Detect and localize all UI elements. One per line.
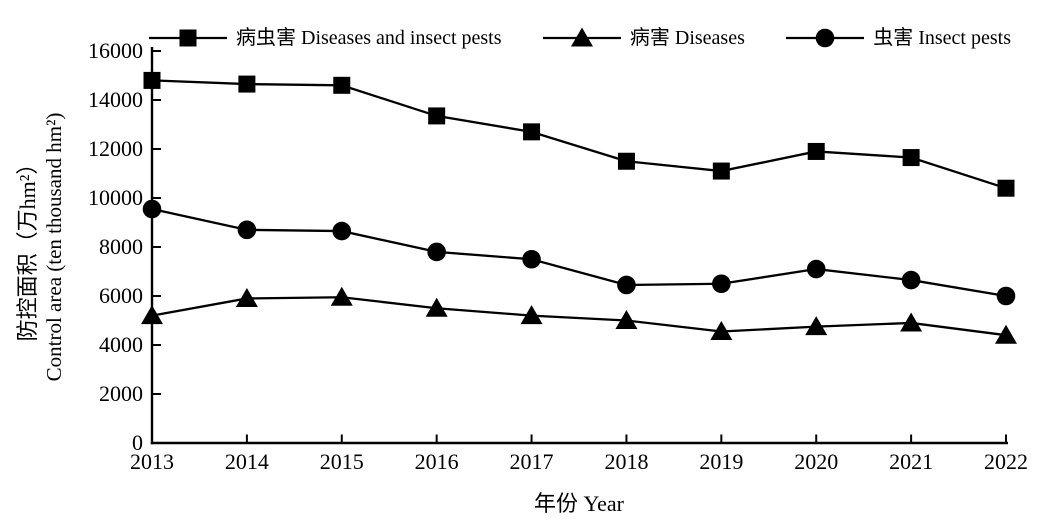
x-tick-label: 2022	[984, 449, 1028, 474]
y-tick-label: 16000	[88, 38, 143, 63]
legend-label-insect-pests: 虫害 Insect pests	[873, 27, 1011, 49]
circle-marker	[142, 199, 162, 219]
x-tick-label: 2014	[225, 449, 269, 474]
y-axis-title-en: Control area (ten thousand hm²)	[42, 113, 66, 382]
square-marker	[428, 107, 446, 125]
legend-item-insect-pests: 虫害 Insect pests	[786, 27, 1011, 49]
triangle-marker	[425, 297, 448, 317]
triangle-marker	[235, 287, 258, 307]
triangle-marker-icon	[542, 27, 621, 47]
y-tick-label: 4000	[99, 332, 143, 357]
circle-marker	[522, 249, 541, 269]
series-line-square	[151, 79, 1007, 190]
circle-marker	[332, 221, 352, 241]
square-marker	[238, 75, 256, 93]
circle-marker	[427, 242, 446, 262]
x-tick-label: 2017	[510, 449, 554, 474]
x-tick-label: 2013	[130, 449, 174, 474]
legend: 病虫害 Diseases and insect pests 病害 Disease…	[149, 26, 1011, 50]
circle-marker	[617, 275, 636, 295]
square-marker	[179, 29, 197, 47]
circle-marker	[712, 274, 731, 294]
triangle-marker	[615, 310, 638, 329]
y-tick-label: 14000	[88, 87, 143, 112]
x-tick-label: 2019	[699, 449, 743, 474]
triangle-marker	[995, 324, 1017, 344]
series-line-circle	[151, 207, 1007, 298]
triangle-marker	[570, 27, 593, 47]
square-marker	[902, 149, 920, 167]
square-marker	[333, 76, 351, 94]
x-tick-label: 2015	[320, 449, 364, 474]
y-axis-title-zh: 防控面积（万hm²）	[15, 153, 40, 342]
square-marker	[997, 179, 1015, 197]
series-line-triangle	[151, 296, 1007, 337]
circle-marker	[806, 259, 826, 279]
x-axis-title: 年份 Year	[534, 491, 625, 516]
triangle-marker	[520, 305, 543, 325]
triangle-marker	[330, 286, 353, 306]
circle-marker	[901, 270, 921, 290]
y-tick-label: 10000	[88, 185, 143, 210]
triangle-marker	[805, 316, 828, 336]
triangle-marker	[900, 312, 923, 332]
y-tick-label: 0	[132, 430, 143, 455]
legend-label-diseases: 病害 Diseases	[629, 27, 745, 49]
x-tick-label: 2018	[604, 449, 648, 474]
legend-item-diseases: 病害 Diseases	[542, 27, 745, 49]
legend-item-diseases-and-insect-pests: 病虫害 Diseases and insect pests	[149, 27, 502, 49]
square-marker	[523, 123, 541, 141]
circle-marker	[996, 286, 1016, 306]
square-marker-icon	[149, 29, 227, 47]
x-tick-label: 2020	[794, 449, 838, 474]
x-tick-label: 2021	[889, 449, 933, 474]
x-tick-label: 2016	[415, 449, 459, 474]
square-marker	[617, 152, 635, 170]
square-marker	[712, 162, 730, 180]
circle-marker-icon	[786, 28, 865, 48]
square-marker	[807, 142, 825, 160]
y-tick-label: 6000	[99, 283, 143, 308]
triangle-marker	[710, 321, 733, 341]
circle-marker	[815, 28, 835, 48]
y-tick-label: 8000	[99, 234, 143, 259]
y-tick-label: 2000	[99, 381, 143, 406]
square-marker	[143, 71, 161, 89]
y-tick-label: 12000	[88, 136, 143, 161]
legend-label-diseases-and-insect-pests: 病虫害 Diseases and insect pests	[236, 27, 502, 49]
circle-marker	[237, 220, 257, 240]
triangle-marker	[141, 305, 163, 325]
